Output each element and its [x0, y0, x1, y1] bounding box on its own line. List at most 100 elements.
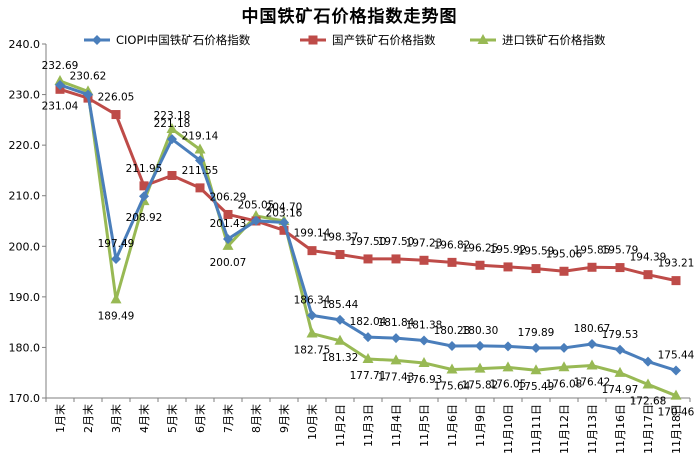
data-label: 176.42 [574, 377, 611, 389]
data-label: 185.44 [322, 299, 359, 311]
data-point [418, 356, 430, 367]
data-label: 181.38 [406, 319, 443, 331]
data-label: 197.23 [406, 237, 443, 249]
data-point [419, 335, 429, 346]
data-point [110, 293, 122, 304]
y-tick-label: 210.0 [9, 190, 41, 203]
data-point [419, 255, 429, 265]
data-point [55, 79, 65, 90]
y-tick-label: 200.0 [9, 240, 41, 253]
data-point [615, 344, 625, 355]
data-point [223, 234, 233, 245]
data-label: 175.44 [658, 349, 695, 361]
data-point [195, 183, 205, 193]
data-label: 221.18 [154, 118, 191, 130]
data-point [306, 327, 318, 338]
data-point [307, 246, 317, 256]
x-tick-label: 2月末 [81, 404, 95, 433]
x-tick-label: 11月12日 [558, 404, 571, 454]
data-label: 197.49 [98, 238, 135, 250]
x-tick-label: 11月17日 [642, 404, 655, 454]
data-point [446, 363, 458, 374]
data-label: 195.59 [518, 246, 555, 258]
y-tick-label: 180.0 [9, 341, 41, 354]
x-tick-label: 11月18日 [670, 404, 683, 454]
x-tick-label: 11月11日 [530, 404, 543, 454]
data-point [391, 254, 401, 264]
x-axis: 1月末 2月末 3月末 4月末 5月末 6月末 7月末 8月末 9月末 10月末 11月2日 11月3… [45, 398, 691, 454]
data-point [586, 359, 598, 370]
data-point [111, 253, 121, 264]
y-tick-label: 230.0 [9, 89, 41, 102]
x-tick-label: 6月末 [193, 404, 207, 433]
x-tick-label: 1月末 [53, 404, 67, 433]
data-point [503, 262, 513, 272]
data-point [92, 35, 102, 45]
data-point [363, 254, 373, 264]
data-point [530, 364, 542, 375]
data-label: 186.34 [294, 294, 331, 306]
data-point [559, 266, 569, 276]
data-label: 179.89 [518, 327, 555, 339]
x-tick-label: 11月2日 [334, 404, 347, 447]
x-tick-label: 4月末 [137, 404, 151, 433]
data-label: 176.08 [546, 378, 583, 390]
data-point [587, 339, 597, 350]
data-label: 175.82 [462, 380, 499, 392]
data-label: 182.04 [350, 316, 387, 328]
data-point [166, 123, 178, 134]
data-label: 195.85 [574, 244, 611, 256]
data-label: 177.43 [378, 371, 415, 383]
x-tick-label: 11月16日 [614, 404, 627, 454]
data-label: 177.71 [350, 370, 387, 382]
data-label: 194.39 [630, 252, 667, 264]
data-point [83, 89, 93, 100]
data-point [222, 239, 234, 250]
data-point [614, 366, 626, 377]
x-tick-label: 11月13日 [586, 404, 599, 454]
x-tick-label: 11月3日 [362, 404, 375, 447]
data-label: 223.18 [154, 110, 191, 122]
data-label: 179.53 [602, 329, 639, 341]
data-label: 172.68 [630, 395, 667, 407]
data-point [194, 143, 206, 154]
data-label: 203.16 [266, 207, 303, 219]
data-label: 174.97 [602, 384, 639, 396]
data-point [670, 389, 682, 400]
data-point [334, 334, 346, 345]
data-label: 211.95 [126, 163, 163, 175]
data-point [195, 155, 205, 166]
data-point [643, 356, 653, 367]
data-point [475, 340, 485, 351]
data-label: 175.49 [518, 381, 555, 393]
data-label: 199.14 [294, 228, 331, 240]
data-point [671, 365, 681, 376]
data-point [167, 170, 177, 180]
data-point [391, 333, 401, 344]
legend: CIOPI中国铁矿石价格指数 国产铁矿石价格指数 进口铁矿石价格指数 [84, 33, 606, 47]
x-tick-label: 11月10日 [502, 404, 515, 454]
data-label: 193.21 [658, 258, 695, 270]
data-label: 211.55 [182, 165, 219, 177]
data-point [558, 361, 570, 372]
data-label: 201.43 [210, 218, 247, 230]
plot-frame [45, 44, 690, 399]
data-point [307, 310, 317, 321]
data-point [223, 209, 233, 219]
y-tick-label: 220.0 [9, 139, 41, 152]
data-point [279, 225, 289, 235]
data-label: 189.49 [98, 310, 135, 322]
data-label: 198.37 [322, 232, 359, 244]
data-point [502, 361, 514, 372]
data-point [139, 181, 149, 191]
x-tick-label: 11月5日 [418, 404, 431, 447]
data-point [251, 215, 261, 226]
data-label: 180.67 [574, 323, 611, 335]
data-label: 197.50 [350, 236, 387, 248]
x-tick-label: 11月6日 [446, 404, 459, 447]
x-tick-label: 11月4日 [390, 404, 403, 447]
data-point [111, 110, 121, 120]
data-point [139, 191, 149, 202]
data-label: 196.25 [462, 242, 499, 254]
data-label: 180.30 [462, 325, 499, 337]
